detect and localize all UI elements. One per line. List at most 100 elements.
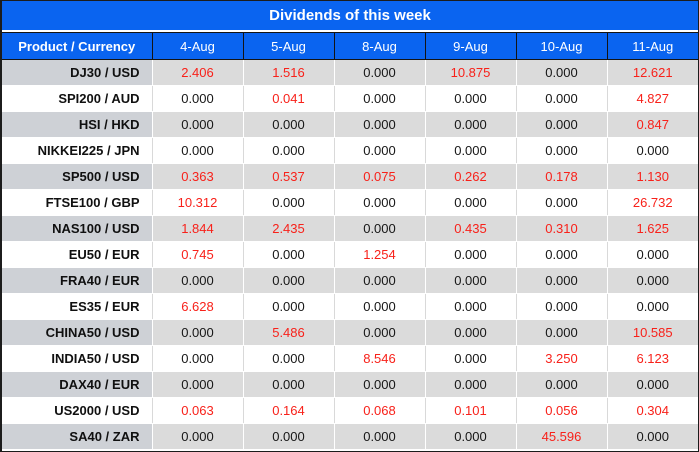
product-cell: EU50 / EUR	[2, 241, 152, 268]
dividend-value-cell: 0.262	[424, 163, 516, 190]
dividend-value-cell: 0.056	[515, 397, 607, 424]
dividend-value-cell: 0.041	[242, 85, 334, 112]
dividend-value-cell: 0.000	[424, 423, 516, 450]
dividend-value-cell: 0.000	[242, 345, 334, 372]
dividend-value-cell: 0.000	[333, 189, 425, 216]
dividend-value-cell: 0.000	[515, 189, 607, 216]
product-cell: FRA40 / EUR	[2, 267, 152, 294]
table-row: FRA40 / EUR 0.000 0.000 0.000 0.000 0.000 0.00…	[2, 267, 698, 294]
dividend-value-cell: 0.847	[606, 111, 698, 138]
dividend-value-cell: 0.000	[424, 293, 516, 320]
dividend-value-cell: 0.000	[333, 319, 425, 346]
product-cell: INDIA50 / USD	[2, 345, 152, 372]
dividend-value-cell: 26.732	[606, 189, 698, 216]
dividend-value-cell: 0.000	[242, 111, 334, 138]
dividend-value-cell: 0.000	[424, 111, 516, 138]
table-row: HSI / HKD 0.000 0.000 0.000 0.000 0.000 0.847	[2, 111, 698, 138]
dividend-value-cell: 0.000	[515, 371, 607, 398]
dividend-value-cell: 0.000	[151, 85, 243, 112]
product-currency-header: Product / Currency	[2, 32, 152, 60]
dividend-value-cell: 0.000	[424, 267, 516, 294]
product-cell: SA40 / ZAR	[2, 423, 152, 450]
table-row: CHINA50 / USD 0.000 5.486 0.000 0.000 0.000 10…	[2, 319, 698, 346]
dividend-value-cell: 0.000	[333, 137, 425, 164]
dividend-value-cell: 0.164	[242, 397, 334, 424]
dividend-value-cell: 2.435	[242, 215, 334, 242]
dividend-value-cell: 1.844	[151, 215, 243, 242]
table-row: SA40 / ZAR 0.000 0.000 0.000 0.000 45.596 0.00…	[2, 423, 698, 450]
dividend-value-cell: 0.000	[151, 111, 243, 138]
product-cell: FTSE100 / GBP	[2, 189, 152, 216]
dividend-value-cell: 0.435	[424, 215, 516, 242]
product-cell: DJ30 / USD	[2, 59, 152, 86]
dividend-value-cell: 0.000	[333, 59, 425, 86]
dividend-value-cell: 0.000	[606, 241, 698, 268]
dividend-value-cell: 1.254	[333, 241, 425, 268]
dividend-value-cell: 0.000	[515, 85, 607, 112]
dividend-value-cell: 10.585	[606, 319, 698, 346]
dividend-value-cell: 0.310	[515, 215, 607, 242]
table-row: INDIA50 / USD 0.000 0.000 8.546 0.000 3.250 6.…	[2, 345, 698, 372]
dividend-value-cell: 0.000	[424, 85, 516, 112]
dividend-value-cell: 0.000	[424, 137, 516, 164]
table-body: DJ30 / USD 2.406 1.516 0.000 10.875 0.000 12.6…	[2, 59, 698, 450]
dividend-value-cell: 0.068	[333, 397, 425, 424]
dividend-value-cell: 0.000	[242, 137, 334, 164]
dividend-value-cell: 0.000	[333, 85, 425, 112]
dividend-value-cell: 0.000	[606, 293, 698, 320]
date-header-4-aug: 4-Aug	[151, 32, 243, 60]
dividend-value-cell: 0.000	[242, 267, 334, 294]
dividend-value-cell: 0.363	[151, 163, 243, 190]
product-cell: SPI200 / AUD	[2, 85, 152, 112]
dividend-value-cell: 0.000	[151, 267, 243, 294]
dividend-value-cell: 3.250	[515, 345, 607, 372]
dividend-value-cell: 0.000	[151, 423, 243, 450]
dividend-value-cell: 0.000	[515, 267, 607, 294]
dividend-value-cell: 0.000	[151, 319, 243, 346]
dividend-value-cell: 0.075	[333, 163, 425, 190]
dividend-value-cell: 5.486	[242, 319, 334, 346]
dividend-value-cell: 4.827	[606, 85, 698, 112]
table-row: SPI200 / AUD 0.000 0.041 0.000 0.000 0.000 4.8…	[2, 85, 698, 112]
product-cell: NAS100 / USD	[2, 215, 152, 242]
table-row: DJ30 / USD 2.406 1.516 0.000 10.875 0.000 12.6…	[2, 59, 698, 86]
dividend-value-cell: 12.621	[606, 59, 698, 86]
product-cell: NIKKEI225 / JPN	[2, 137, 152, 164]
header-row: Product / Currency 4-Aug 5-Aug 8-Aug 9-Aug 1…	[2, 32, 698, 60]
dividend-value-cell: 0.000	[424, 345, 516, 372]
dividend-value-cell: 0.000	[242, 189, 334, 216]
product-cell: SP500 / USD	[2, 163, 152, 190]
dividend-value-cell: 2.406	[151, 59, 243, 86]
dividend-value-cell: 0.178	[515, 163, 607, 190]
dividend-value-cell: 0.000	[515, 293, 607, 320]
table-row: US2000 / USD 0.063 0.164 0.068 0.101 0.056 0.3…	[2, 397, 698, 424]
dividend-value-cell: 0.000	[515, 241, 607, 268]
dividend-value-cell: 0.000	[333, 371, 425, 398]
dividend-value-cell: 0.000	[606, 267, 698, 294]
dividend-value-cell: 0.000	[242, 241, 334, 268]
product-cell: ES35 / EUR	[2, 293, 152, 320]
dividend-value-cell: 45.596	[515, 423, 607, 450]
dividend-value-cell: 10.875	[424, 59, 516, 86]
dividend-value-cell: 6.123	[606, 345, 698, 372]
dividend-value-cell: 0.000	[242, 423, 334, 450]
dividend-value-cell: 0.000	[606, 137, 698, 164]
date-header-9-aug: 9-Aug	[424, 32, 516, 60]
dividend-value-cell: 0.000	[333, 423, 425, 450]
date-header-8-aug: 8-Aug	[333, 32, 425, 60]
dividend-value-cell: 0.000	[424, 319, 516, 346]
table-row: ES35 / EUR 6.628 0.000 0.000 0.000 0.000 0.000	[2, 293, 698, 320]
date-header-5-aug: 5-Aug	[242, 32, 334, 60]
dividend-value-cell: 1.130	[606, 163, 698, 190]
dividend-value-cell: 0.000	[515, 59, 607, 86]
dividend-value-cell: 0.063	[151, 397, 243, 424]
date-header-11-aug: 11-Aug	[606, 32, 698, 60]
table-row: DAX40 / EUR 0.000 0.000 0.000 0.000 0.000 0.00…	[2, 371, 698, 398]
table-row: SP500 / USD 0.363 0.537 0.075 0.262 0.178 1.13…	[2, 163, 698, 190]
dividend-value-cell: 0.000	[515, 111, 607, 138]
dividend-value-cell: 0.000	[333, 215, 425, 242]
dividend-value-cell: 0.304	[606, 397, 698, 424]
dividend-value-cell: 0.000	[151, 137, 243, 164]
table-row: NIKKEI225 / JPN 0.000 0.000 0.000 0.000 0.000…	[2, 137, 698, 164]
dividend-value-cell: 0.000	[333, 267, 425, 294]
